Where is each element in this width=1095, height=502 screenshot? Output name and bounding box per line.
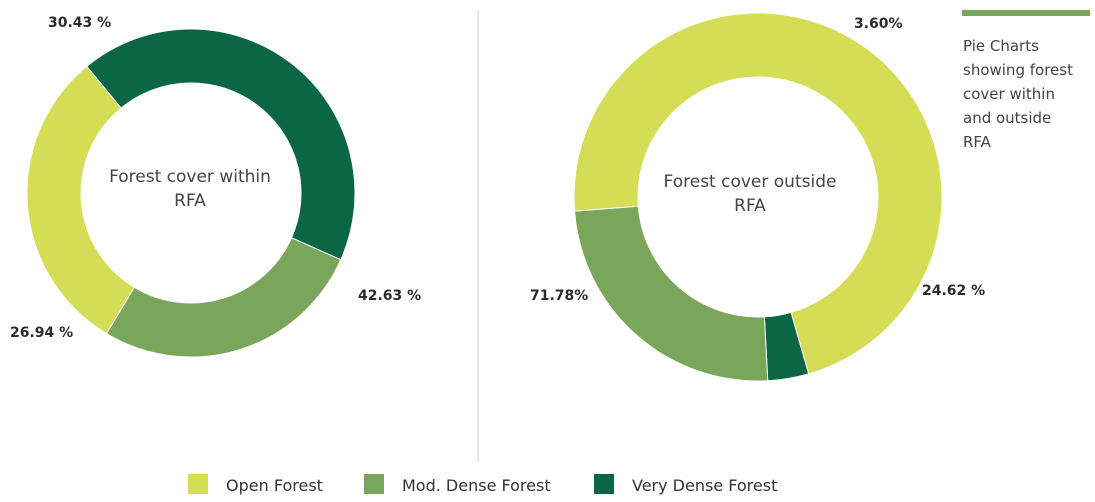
donut-chart-outside-rfa [573,12,943,382]
center-label-within-line2: RFA [174,191,206,211]
donut-chart-within-rfa [26,28,356,358]
data-label-outside-mod-dense: 24.62 % [922,283,985,299]
side-note-line-5: RFA [963,133,992,151]
legend-label-open-forest: Open Forest [226,476,323,495]
donut-0-slice-mod-dense-forest [105,237,342,358]
center-label-within-line1: Forest cover within [109,167,271,187]
donut-1-slice-mod-dense-forest [574,205,769,382]
center-label-outside-line1: Forest cover outside [664,172,837,192]
legend-swatch-mod-dense-forest [364,474,384,494]
legend-swatch-very-dense-forest [594,474,614,494]
side-note-accent-bar [962,10,1090,16]
side-note-line-4: and outside [963,109,1051,127]
legend: Open Forest Mod. Dense Forest Very Dense… [188,474,777,495]
donut-0-slice-open-forest [26,65,136,335]
data-label-within-open: 30.43 % [48,15,111,31]
data-label-within-very-dense: 42.63 % [358,288,421,304]
donut-0-slice-very-dense-forest [86,28,356,261]
donut-1-slice-open-forest [573,12,943,375]
legend-swatch-open-forest [188,474,208,494]
legend-label-very-dense-forest: Very Dense Forest [632,476,777,495]
legend-label-mod-dense-forest: Mod. Dense Forest [402,476,551,495]
side-note-line-3: cover within [963,85,1055,103]
side-note-line-2: showing forest [963,61,1073,79]
data-label-outside-very-dense: 3.60% [854,16,903,32]
center-label-outside-line2: RFA [734,196,766,216]
side-note-line-1: Pie Charts [963,37,1039,55]
data-label-within-mod-dense: 26.94 % [10,325,73,341]
data-label-outside-open: 71.78% [530,288,588,304]
